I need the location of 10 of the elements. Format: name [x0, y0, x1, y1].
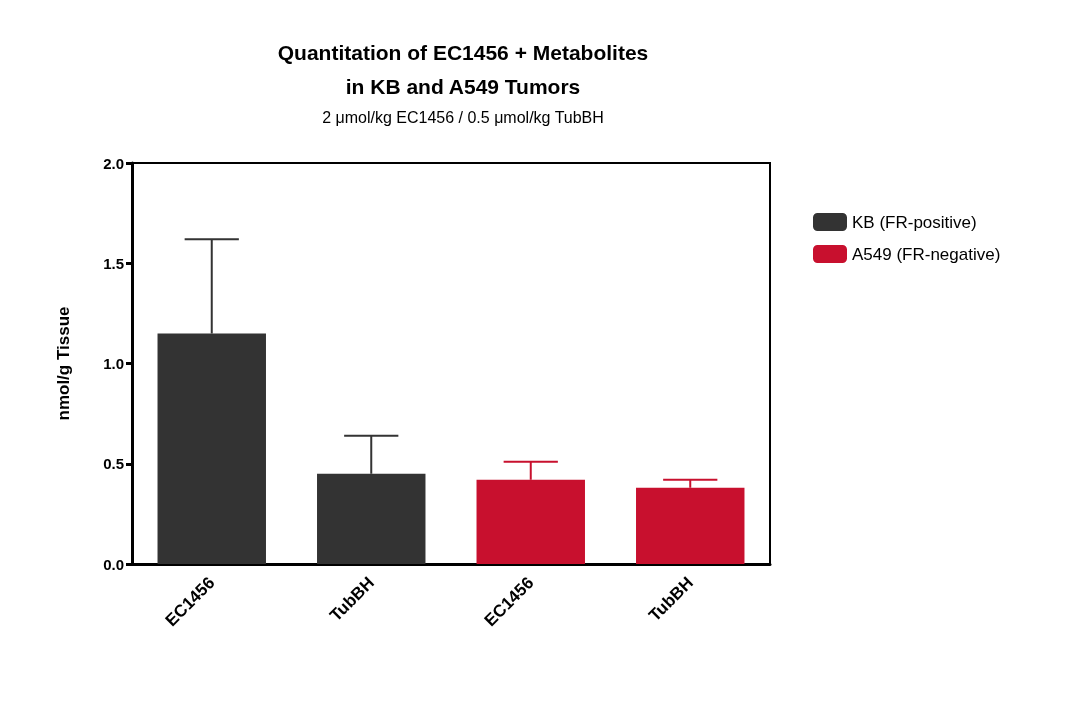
legend-label: A549 (FR-negative): [852, 244, 1001, 264]
y-tick-label: 2.0: [103, 154, 124, 172]
y-tick-label: 0.5: [103, 455, 124, 473]
y-tick-label: 1.0: [103, 355, 124, 372]
y-tick-label: 1.5: [103, 254, 124, 272]
chart-title: Quantitation of EC1456 + Metabolites in KB and A549 Tumors: [277, 40, 649, 98]
y-axis-title: nmol/g Tissue: [54, 306, 73, 421]
y-tick-label: 0.0: [103, 555, 124, 573]
chart-subtitle: 2 μmol/kg EC1456 / 0.5 μmol/kg TubBH: [322, 108, 604, 126]
legend-label: KB (FR-positive): [852, 212, 977, 232]
